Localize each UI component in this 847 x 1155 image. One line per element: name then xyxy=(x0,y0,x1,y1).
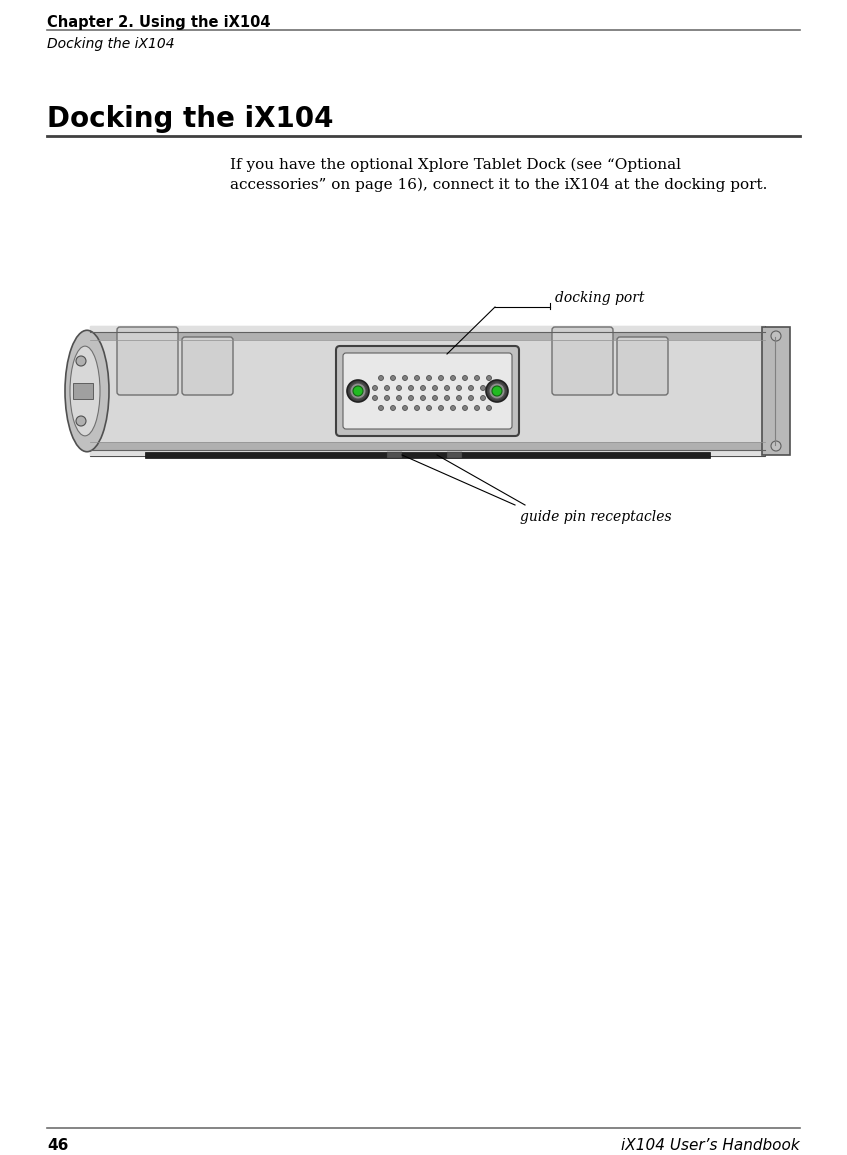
Circle shape xyxy=(373,386,378,390)
Text: guide pin receptacles: guide pin receptacles xyxy=(520,511,672,524)
Circle shape xyxy=(408,386,413,390)
Circle shape xyxy=(457,386,462,390)
Circle shape xyxy=(480,386,485,390)
Circle shape xyxy=(420,395,425,401)
Circle shape xyxy=(427,405,431,410)
Circle shape xyxy=(385,386,390,390)
FancyBboxPatch shape xyxy=(182,337,233,395)
Ellipse shape xyxy=(65,330,109,452)
Bar xyxy=(90,340,765,346)
Circle shape xyxy=(373,395,378,401)
Circle shape xyxy=(439,375,444,380)
FancyBboxPatch shape xyxy=(336,346,519,435)
FancyBboxPatch shape xyxy=(617,337,668,395)
Circle shape xyxy=(462,375,468,380)
Circle shape xyxy=(414,375,419,380)
Circle shape xyxy=(474,405,479,410)
Circle shape xyxy=(353,386,363,396)
Circle shape xyxy=(379,405,384,410)
Circle shape xyxy=(385,395,390,401)
Circle shape xyxy=(468,386,473,390)
Circle shape xyxy=(492,386,497,390)
Circle shape xyxy=(492,395,497,401)
Circle shape xyxy=(390,375,396,380)
Text: docking port: docking port xyxy=(555,291,645,305)
Text: If you have the optional Xplore Tablet Dock (see “Optional: If you have the optional Xplore Tablet D… xyxy=(230,158,681,172)
Circle shape xyxy=(433,395,438,401)
Ellipse shape xyxy=(70,346,100,435)
Circle shape xyxy=(414,405,419,410)
Circle shape xyxy=(445,386,450,390)
Circle shape xyxy=(445,395,450,401)
FancyBboxPatch shape xyxy=(343,353,512,429)
Bar xyxy=(90,331,765,340)
Circle shape xyxy=(347,380,369,402)
Circle shape xyxy=(462,405,468,410)
Circle shape xyxy=(396,386,401,390)
Circle shape xyxy=(76,416,86,426)
Circle shape xyxy=(486,375,491,380)
Circle shape xyxy=(771,441,781,450)
Circle shape xyxy=(350,383,366,398)
Circle shape xyxy=(420,386,425,390)
Text: accessories” on page 16), connect it to the iX104 at the docking port.: accessories” on page 16), connect it to … xyxy=(230,178,767,193)
Text: Docking the iX104: Docking the iX104 xyxy=(47,37,174,51)
Circle shape xyxy=(492,386,502,396)
Bar xyxy=(145,452,710,459)
Bar xyxy=(387,452,402,459)
Circle shape xyxy=(427,375,431,380)
Text: Chapter 2. Using the iX104: Chapter 2. Using the iX104 xyxy=(47,15,270,30)
FancyBboxPatch shape xyxy=(552,327,613,395)
Circle shape xyxy=(468,395,473,401)
Circle shape xyxy=(771,331,781,341)
Text: iX104 User’s Handbook: iX104 User’s Handbook xyxy=(621,1138,800,1153)
Circle shape xyxy=(402,405,407,410)
Circle shape xyxy=(433,386,438,390)
FancyBboxPatch shape xyxy=(117,327,178,395)
Circle shape xyxy=(396,395,401,401)
Circle shape xyxy=(402,375,407,380)
Circle shape xyxy=(379,375,384,380)
Bar xyxy=(90,442,765,450)
Bar xyxy=(90,435,765,442)
Circle shape xyxy=(489,383,505,398)
Circle shape xyxy=(408,395,413,401)
Bar xyxy=(90,450,765,456)
Text: Docking the iX104: Docking the iX104 xyxy=(47,105,334,133)
Circle shape xyxy=(480,395,485,401)
Circle shape xyxy=(486,380,508,402)
Circle shape xyxy=(486,405,491,410)
Bar xyxy=(90,326,765,456)
Bar xyxy=(90,326,765,331)
Circle shape xyxy=(76,356,86,366)
Bar xyxy=(73,383,93,398)
Circle shape xyxy=(474,375,479,380)
Circle shape xyxy=(451,405,456,410)
Bar xyxy=(447,452,462,459)
Bar xyxy=(762,327,790,455)
Text: 46: 46 xyxy=(47,1138,69,1153)
Circle shape xyxy=(390,405,396,410)
Circle shape xyxy=(439,405,444,410)
Bar xyxy=(90,346,765,435)
Circle shape xyxy=(457,395,462,401)
Circle shape xyxy=(451,375,456,380)
